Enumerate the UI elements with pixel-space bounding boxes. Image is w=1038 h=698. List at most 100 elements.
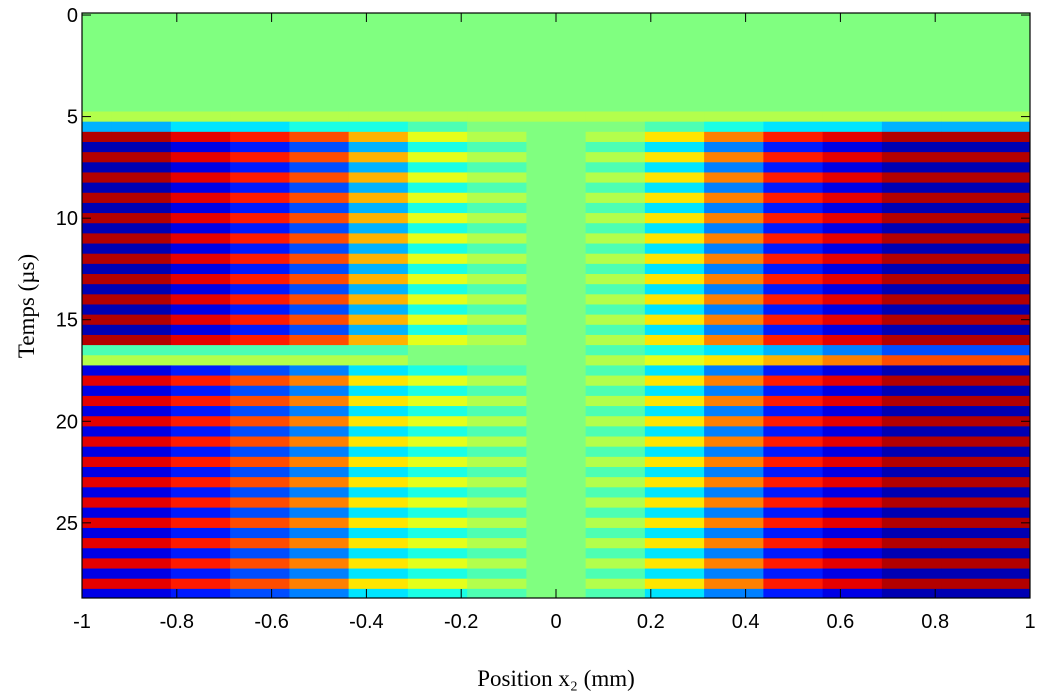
heatmap-cell [170,497,231,509]
heatmap-cell [289,50,350,62]
heatmap-cell [407,243,468,255]
heatmap-cell [585,243,646,255]
heatmap-cell [763,50,824,62]
heatmap-cell [467,81,527,92]
heatmap-cell [526,40,587,51]
heatmap-cell [526,223,587,234]
y-tick-label: 20 [56,411,78,433]
heatmap-cell [881,436,942,448]
heatmap-cell [585,30,646,41]
heatmap-cell [170,81,231,92]
heatmap-cell [704,456,764,468]
heatmap-cell [704,233,764,244]
heatmap-cell [348,131,409,143]
heatmap-cell [1000,30,1030,41]
heatmap-cell [230,131,290,143]
heatmap-cell [585,70,646,82]
heatmap-cell [763,355,824,366]
x-tick-label: -0.6 [254,611,288,633]
heatmap-cell [170,243,231,255]
heatmap-cell [170,334,231,346]
heatmap-cell [941,60,1001,72]
heatmap-cell [82,91,113,102]
heatmap-cell [1000,487,1030,498]
heatmap-cell [763,223,824,234]
heatmap-cell [822,274,883,285]
heatmap-cell [348,60,409,72]
heatmap-cell [289,466,350,478]
heatmap-cell [526,558,587,569]
heatmap-cell [230,588,290,598]
heatmap-cell [230,111,290,123]
heatmap-cell [467,487,527,498]
heatmap-cell [526,548,587,559]
heatmap-cell [467,233,527,244]
heatmap-cell [1000,213,1030,224]
heatmap-cell [704,588,764,598]
heatmap-cell [941,213,1001,224]
heatmap-cell [644,131,705,143]
heatmap-cell [111,477,172,488]
heatmap-cell [763,20,824,31]
heatmap-cell [407,548,468,559]
heatmap-cell [644,578,705,590]
heatmap-cell [467,243,527,255]
heatmap-cell [230,365,290,376]
heatmap-cell [881,466,942,478]
heatmap-cell [644,30,705,41]
heatmap-cell [585,284,646,295]
heatmap-cell [526,121,587,133]
heatmap-cell [1000,385,1030,397]
heatmap-cell [822,456,883,468]
heatmap-cell [348,192,409,204]
heatmap-cell [348,416,409,427]
heatmap-cell [763,30,824,41]
heatmap-cell [170,548,231,559]
heatmap-cell [881,60,942,72]
heatmap-cell [822,324,883,336]
heatmap-cell [941,152,1001,163]
heatmap-cell [467,263,527,275]
heatmap-cell [763,375,824,387]
heatmap-cell [526,497,587,509]
heatmap-cell [170,578,231,590]
heatmap-cell [941,578,1001,590]
heatmap-cell [585,60,646,72]
heatmap-cell [170,365,231,376]
heatmap-cell [407,456,468,468]
heatmap-cell [407,334,468,346]
heatmap-cell [170,40,231,51]
heatmap-cell [1000,406,1030,417]
heatmap-cell [1000,40,1030,51]
heatmap-cell [1000,294,1030,305]
heatmap-cell [763,213,824,224]
heatmap-cell [407,263,468,275]
heatmap-cell [348,152,409,163]
heatmap-cell [822,192,883,204]
heatmap-cell [881,324,942,336]
heatmap-cell [822,436,883,448]
heatmap-cell [763,192,824,204]
heatmap-cell [644,182,705,194]
heatmap-cell [526,385,587,397]
heatmap-cell [82,375,113,387]
heatmap-cell [644,456,705,468]
heatmap-cell [111,456,172,468]
heatmap-cell [289,517,350,529]
heatmap-cell [822,70,883,82]
heatmap-cell [526,294,587,305]
heatmap-cell [881,172,942,184]
heatmap-cell [170,406,231,417]
heatmap-cell [526,324,587,336]
heatmap-cell [111,426,172,437]
heatmap-cell [467,406,527,417]
heatmap-cell [941,558,1001,569]
heatmap-cell [1000,355,1030,366]
heatmap-cell [704,548,764,559]
heatmap-cell [881,416,942,427]
heatmap-cell [704,50,764,62]
heatmap-cell [170,517,231,529]
heatmap-cell [1000,233,1030,244]
heatmap-cell [111,60,172,72]
heatmap-cell [82,365,113,376]
